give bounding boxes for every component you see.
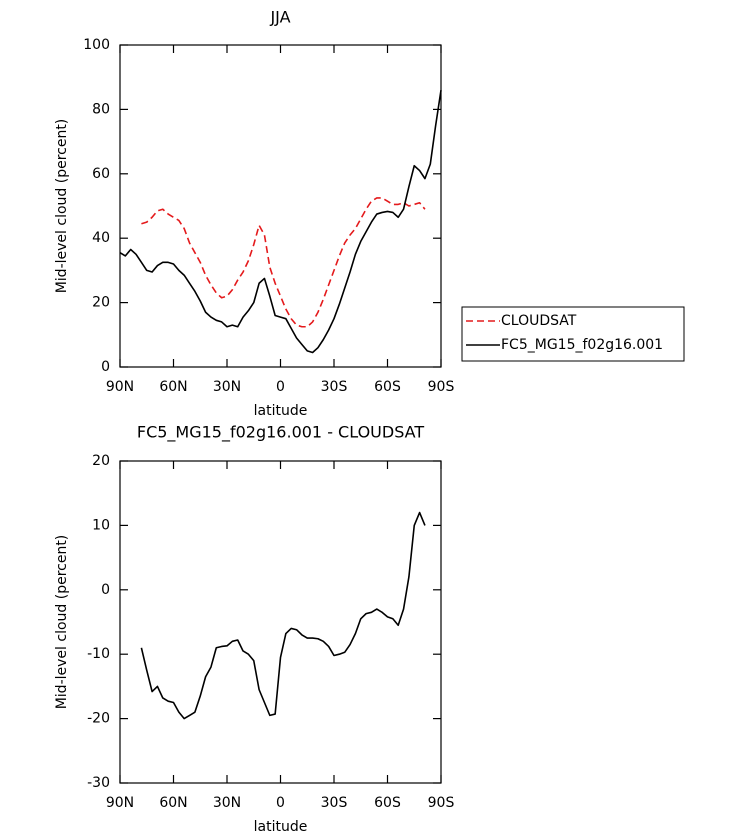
y-tick-label: 0 (101, 359, 110, 375)
x-tick-label: 60S (374, 379, 401, 395)
x-tick-label: 90S (428, 379, 455, 395)
x-tick-label: 30N (213, 379, 241, 395)
y-axis-label: Mid-level cloud (percent) (54, 535, 70, 710)
x-tick-label: 60N (159, 795, 187, 811)
data-line (140, 511, 426, 720)
x-tick-label: 60N (159, 379, 187, 395)
data-line (141, 197, 426, 328)
y-tick-label: 40 (92, 230, 110, 246)
x-tick-label: 90N (106, 795, 134, 811)
x-tick-label: 0 (276, 379, 285, 395)
x-tick-label: 30S (321, 379, 348, 395)
y-tick-label: 20 (92, 295, 110, 311)
y-tick-label: 10 (92, 517, 110, 533)
x-tick-label: 0 (276, 795, 285, 811)
legend-box (461, 306, 685, 362)
y-tick-label: -10 (87, 646, 110, 662)
x-axis-label: latitude (254, 403, 308, 419)
x-tick-label: 60S (374, 795, 401, 811)
y-tick-label: 20 (92, 453, 110, 469)
y-tick-label: 100 (83, 37, 110, 53)
plot-frame (119, 44, 442, 368)
y-tick-label: -20 (87, 711, 110, 727)
x-tick-label: 90N (106, 379, 134, 395)
x-tick-label: 30S (321, 795, 348, 811)
chart-title: FC5_MG15_f02g16.001 - CLOUDSAT (137, 423, 424, 443)
y-tick-label: -30 (87, 775, 110, 791)
legend-label: FC5_MG15_f02g16.001 (501, 337, 663, 353)
y-axis-label: Mid-level cloud (percent) (54, 119, 70, 294)
data-line (119, 89, 442, 354)
x-tick-label: 90S (428, 795, 455, 811)
x-axis-label: latitude (254, 819, 308, 835)
y-tick-label: 0 (101, 582, 110, 598)
y-tick-label: 60 (92, 166, 110, 182)
legend-label: CLOUDSAT (501, 313, 577, 329)
x-tick-label: 30N (213, 795, 241, 811)
plot-frame (119, 460, 442, 784)
chart-title: JJA (269, 8, 290, 27)
y-tick-label: 80 (92, 101, 110, 117)
